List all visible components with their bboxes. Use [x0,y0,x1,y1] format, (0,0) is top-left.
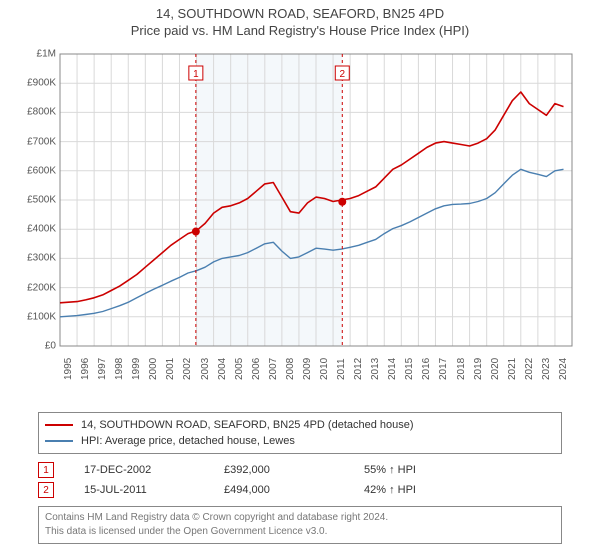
x-tick-label: 2007 [268,358,279,380]
x-tick-label: 1996 [80,358,91,380]
x-tick-label: 2015 [404,358,415,380]
y-tick-label: £700K [20,136,56,147]
transaction-marker-chip: 2 [38,482,54,498]
x-tick-label: 2021 [507,358,518,380]
x-tick-label: 2003 [200,358,211,380]
x-tick-label: 2000 [148,358,159,380]
transaction-delta: 42% ↑ HPI [364,484,474,496]
x-tick-label: 2012 [353,358,364,380]
transactions-table: 1 17-DEC-2002 £392,000 55% ↑ HPI 2 15-JUL-201… [38,460,562,500]
legend-item: HPI: Average price, detached house, Lewe… [45,433,555,449]
y-tick-label: £800K [20,107,56,118]
y-tick-label: £100K [20,311,56,322]
x-tick-label: 2020 [490,358,501,380]
x-tick-label: 2010 [319,358,330,380]
y-tick-label: £500K [20,195,56,206]
x-tick-label: 2017 [438,358,449,380]
x-tick-label: 1995 [63,358,74,380]
y-tick-label: £1M [20,49,56,60]
line-chart-svg: 12 [20,46,580,406]
transaction-row: 2 15-JUL-2011 £494,000 42% ↑ HPI [38,480,562,500]
x-tick-label: 2024 [558,358,569,380]
x-tick-label: 1998 [114,358,125,380]
transaction-delta: 55% ↑ HPI [364,464,474,476]
y-tick-label: £900K [20,78,56,89]
x-tick-label: 2005 [234,358,245,380]
x-tick-label: 1997 [97,358,108,380]
transaction-row: 1 17-DEC-2002 £392,000 55% ↑ HPI [38,460,562,480]
x-tick-label: 2004 [217,358,228,380]
svg-text:1: 1 [193,69,199,80]
transaction-date: 15-JUL-2011 [84,484,194,496]
transaction-date: 17-DEC-2002 [84,464,194,476]
chart-area: 12 £0£100K£200K£300K£400K£500K£600K£700K… [20,46,580,406]
y-tick-label: £300K [20,253,56,264]
transaction-price: £392,000 [224,464,334,476]
x-tick-label: 2013 [370,358,381,380]
transaction-marker-chip: 1 [38,462,54,478]
y-tick-label: £200K [20,282,56,293]
chart-title-line1: 14, SOUTHDOWN ROAD, SEAFORD, BN25 4PD [0,6,600,21]
legend-label: HPI: Average price, detached house, Lewe… [81,433,295,449]
x-tick-label: 2019 [473,358,484,380]
legend-swatch [45,440,73,442]
copyright-box: Contains HM Land Registry data © Crown c… [38,506,562,544]
copyright-line1: Contains HM Land Registry data © Crown c… [45,511,555,525]
x-tick-label: 2016 [421,358,432,380]
x-tick-label: 2018 [456,358,467,380]
legend-label: 14, SOUTHDOWN ROAD, SEAFORD, BN25 4PD (d… [81,417,414,433]
svg-text:2: 2 [340,69,346,80]
x-tick-label: 2023 [541,358,552,380]
x-tick-label: 2009 [302,358,313,380]
copyright-line2: This data is licensed under the Open Gov… [45,525,555,539]
x-tick-label: 2006 [251,358,262,380]
chart-title-line2: Price paid vs. HM Land Registry's House … [0,23,600,38]
x-tick-label: 1999 [131,358,142,380]
legend-item: 14, SOUTHDOWN ROAD, SEAFORD, BN25 4PD (d… [45,417,555,433]
legend-box: 14, SOUTHDOWN ROAD, SEAFORD, BN25 4PD (d… [38,412,562,454]
transaction-price: £494,000 [224,484,334,496]
x-tick-label: 2001 [165,358,176,380]
legend-swatch [45,424,73,426]
y-tick-label: £400K [20,224,56,235]
x-tick-label: 2022 [524,358,535,380]
y-tick-label: £600K [20,165,56,176]
x-tick-label: 2011 [336,358,347,380]
x-tick-label: 2008 [285,358,296,380]
y-tick-label: £0 [20,341,56,352]
x-tick-label: 2014 [387,358,398,380]
x-tick-label: 2002 [182,358,193,380]
